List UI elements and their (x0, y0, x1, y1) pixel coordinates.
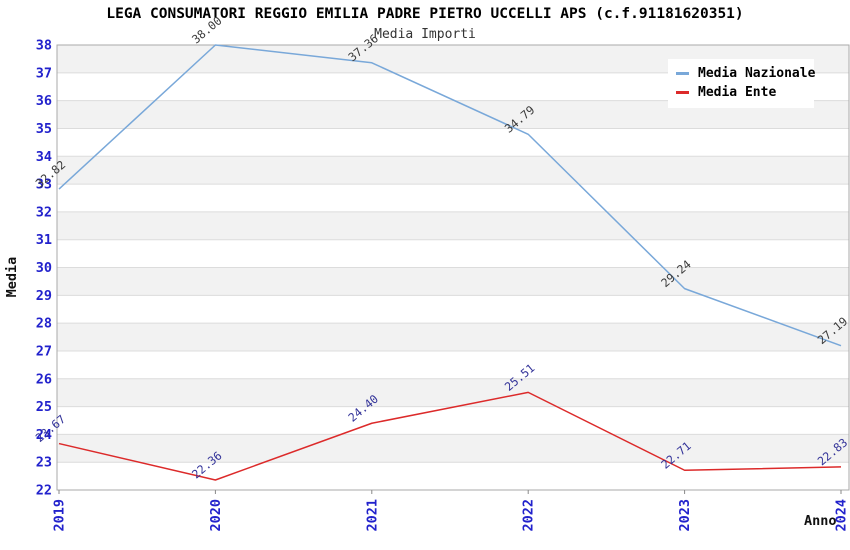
legend-item-media-nazionale: Media Nazionale (676, 64, 816, 83)
plot-band (57, 156, 849, 185)
chart-title: LEGA CONSUMATORI REGGIO EMILIA PADRE PIE… (106, 6, 744, 22)
plot-border (56, 44, 850, 491)
x-tick-label: 2021 (364, 499, 380, 532)
plot-band (57, 350, 849, 379)
y-tick-label: 23 (36, 455, 52, 471)
y-tick-label: 26 (36, 371, 52, 387)
plot-band (57, 267, 849, 296)
y-tick-label: 25 (36, 399, 52, 415)
plot-band (57, 184, 849, 212)
y-tick-label: 31 (36, 232, 52, 248)
x-tick-label: 2023 (677, 499, 693, 532)
y-tick-label: 32 (36, 204, 52, 220)
plot-band (57, 239, 849, 268)
y-tick-label: 37 (36, 65, 52, 81)
line-media-ente (58, 391, 842, 481)
x-axis-label: Anno (804, 513, 837, 529)
x-tick-label: 2019 (52, 499, 68, 532)
y-tick-label: 38 (36, 38, 52, 54)
y-tick-label: 22 (36, 483, 52, 499)
y-tick-label: 29 (36, 288, 52, 304)
x-tick-label: 2020 (208, 499, 224, 532)
chart-subtitle: Media Importi (374, 27, 476, 42)
legend-line-marker-ente (676, 91, 689, 94)
legend-line-marker-nazionale (676, 72, 689, 75)
legend-label-ente: Media Ente (698, 85, 777, 100)
y-tick-label: 36 (36, 93, 52, 109)
legend-item-media-ente: Media Ente (676, 83, 814, 102)
y-tick-label: 30 (36, 260, 52, 276)
y-tick-label: 27 (36, 343, 52, 359)
y-tick-label: 35 (36, 121, 52, 137)
plot-band (57, 406, 849, 435)
y-tick-label: 28 (36, 316, 52, 332)
plot-band (57, 434, 849, 463)
y-tick-label: 24 (36, 427, 52, 443)
x-tick-label: 2022 (521, 499, 537, 532)
x-tick-label: 2024 (834, 499, 850, 532)
plot-band (57, 378, 849, 407)
y-tick-label: 33 (36, 177, 52, 193)
legend: Media Nazionale Media Ente (668, 59, 816, 108)
y-tick-label: 34 (36, 149, 52, 165)
data-label-media-nazionale: 38.00 (189, 13, 225, 46)
plot-band (57, 323, 849, 351)
plot-band (57, 211, 849, 240)
line-media-nazionale (58, 44, 842, 347)
plot-band (57, 295, 849, 324)
plot-band (57, 462, 849, 490)
legend-label-nazionale: Media Nazionale (698, 66, 816, 81)
plot-band (57, 128, 849, 157)
